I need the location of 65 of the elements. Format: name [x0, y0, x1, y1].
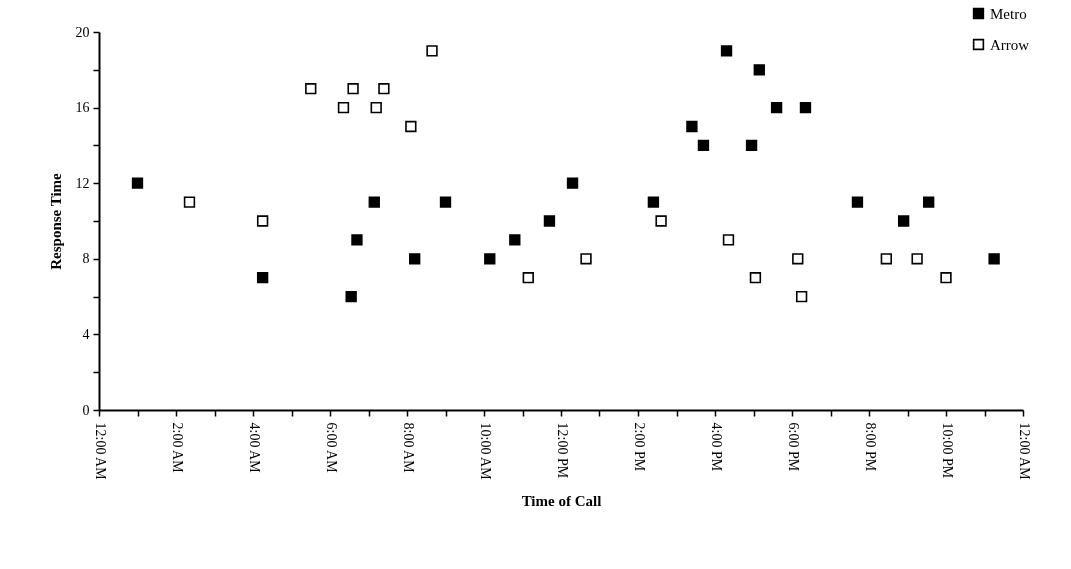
point [405, 120, 417, 133]
point [897, 215, 910, 227]
x-tick-label: 10:00 PM [939, 422, 955, 479]
point [256, 272, 269, 284]
point [351, 234, 363, 246]
x-tick-label: 10:00 AM [477, 422, 493, 481]
point [988, 253, 1000, 265]
point [256, 215, 269, 227]
point [347, 83, 359, 95]
point [720, 45, 733, 57]
point [543, 215, 556, 227]
point [745, 139, 758, 152]
point [368, 196, 380, 208]
point [940, 272, 952, 284]
y-axis-title: Response Time [47, 172, 64, 270]
point [378, 83, 390, 95]
point [580, 253, 592, 265]
x-tick-label: 4:00 PM [708, 422, 724, 472]
point [439, 196, 452, 208]
point [131, 177, 144, 189]
point [795, 290, 808, 303]
point [851, 196, 864, 208]
point [370, 101, 382, 114]
point [484, 253, 496, 265]
x-tick-label: 8:00 PM [862, 422, 878, 472]
x-axis-title: Time of Call [521, 493, 602, 510]
point [647, 196, 660, 208]
x-tick-label: 4:00 AM [246, 422, 262, 474]
point [509, 234, 521, 246]
x-tick-label: 12:00 AM [92, 422, 108, 481]
x-tick-label: 6:00 PM [785, 422, 801, 472]
point [566, 177, 579, 189]
x-tick-label: 12:00 AM [1016, 422, 1032, 481]
legend-label: Metro [990, 5, 1027, 22]
point [770, 101, 783, 114]
x-tick-label: 2:00 AM [169, 422, 185, 474]
point [345, 290, 357, 303]
point [337, 101, 350, 114]
point [522, 272, 534, 284]
legend-label: Arrow [990, 36, 1030, 53]
y-tick-label: 4 [82, 326, 90, 342]
y-tick-label: 12 [75, 175, 90, 191]
point [792, 253, 804, 265]
point [183, 196, 196, 208]
point [686, 120, 698, 133]
x-tick-label: 12:00 PM [554, 422, 570, 479]
x-tick-label: 8:00 AM [400, 422, 416, 474]
y-tick-label: 0 [82, 402, 90, 418]
y-tick-label: 8 [82, 251, 90, 267]
point [753, 64, 765, 76]
point [697, 139, 710, 152]
point [655, 215, 667, 227]
y-tick-label: 20 [75, 24, 90, 40]
point [409, 253, 421, 265]
point [722, 234, 735, 246]
point [799, 101, 812, 114]
point [923, 196, 935, 208]
point [880, 253, 892, 265]
point [426, 45, 438, 57]
point [305, 83, 317, 95]
point [911, 253, 923, 265]
y-tick-label: 16 [75, 100, 90, 116]
point [749, 272, 762, 284]
x-tick-label: 6:00 AM [323, 422, 339, 474]
x-tick-label: 2:00 PM [631, 422, 647, 472]
